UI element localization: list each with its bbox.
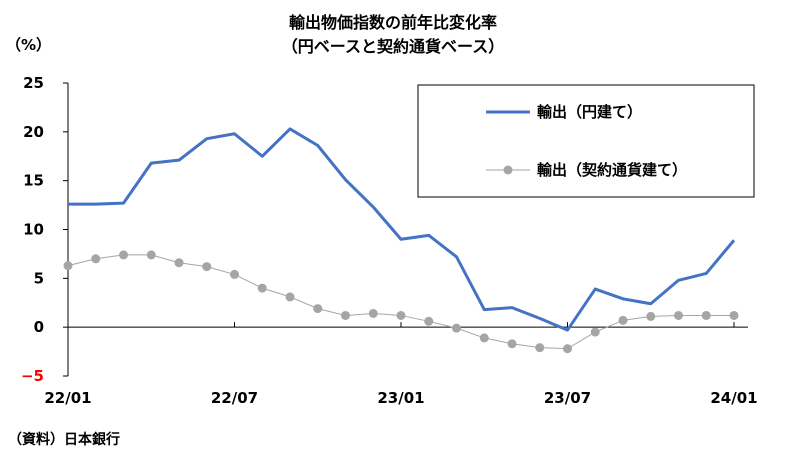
data-point-contract (91, 254, 101, 264)
x-axis: 22/01 22/07 23/01 23/07 24/01 (44, 322, 758, 407)
data-point-contract (341, 310, 350, 320)
data-point-contract (396, 310, 406, 320)
data-point-contract (563, 344, 572, 354)
y-axis: 25 20 15 10 5 0 −5 (21, 74, 69, 385)
legend-label-contract: 輸出（契約通貨建て） (537, 161, 687, 179)
y-tick-label: 25 (23, 74, 44, 92)
legend-box (417, 84, 755, 198)
legend: 輸出（円建て） 輸出（契約通貨建て） (417, 84, 755, 198)
y-tick-label: 15 (23, 172, 44, 190)
data-point-contract (285, 292, 295, 302)
data-point-contract (146, 250, 156, 260)
data-point-contract (424, 316, 434, 326)
data-point-contract (701, 310, 711, 320)
data-point-contract (646, 311, 656, 321)
legend-marker-contract (503, 165, 513, 175)
source-note: （資料）日本銀行 (8, 431, 120, 448)
data-point-contract (230, 269, 239, 279)
x-tick-label: 22/07 (211, 389, 258, 407)
x-tick-label: 24/01 (710, 389, 757, 407)
data-point-contract (507, 339, 517, 349)
y-axis-unit-label: （%） (6, 36, 51, 54)
data-point-contract (368, 308, 378, 318)
data-point-contract (674, 310, 683, 320)
legend-label-yen: 輸出（円建て） (537, 103, 642, 121)
data-point-contract (729, 310, 739, 320)
data-point-contract (479, 333, 489, 343)
chart-title: 輸出物価指数の前年比変化率 (289, 13, 497, 32)
y-tick-label: −5 (21, 367, 44, 385)
data-point-contract (535, 343, 545, 353)
y-tick-label: 0 (34, 318, 44, 336)
data-point-contract (202, 262, 212, 272)
y-tick-label: 10 (23, 221, 44, 239)
y-tick-label: 5 (34, 269, 44, 287)
x-tick-label: 22/01 (44, 389, 91, 407)
y-tick-label: 20 (23, 123, 44, 141)
data-point-contract (63, 261, 73, 271)
data-point-contract (257, 283, 267, 293)
x-tick-label: 23/07 (544, 389, 591, 407)
data-point-contract (590, 327, 600, 337)
chart-subtitle: （円ベースと契約通貨ベース） (282, 37, 504, 56)
plot-area (63, 127, 739, 354)
data-point-contract (119, 250, 128, 260)
data-point-contract (452, 323, 461, 333)
data-point-contract (174, 258, 184, 268)
data-point-contract (618, 315, 628, 325)
data-point-contract (313, 304, 323, 314)
x-tick-label: 23/01 (377, 389, 424, 407)
